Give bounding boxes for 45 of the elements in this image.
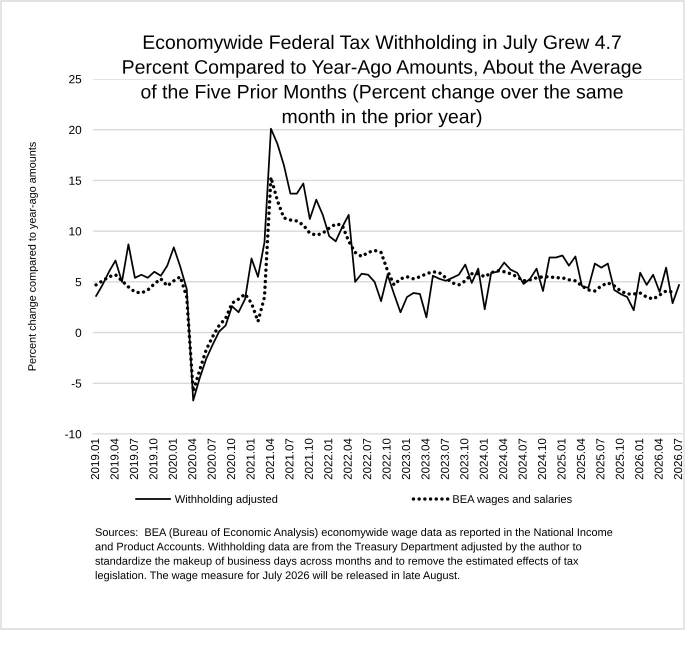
y-tick-label: 15 [69, 176, 82, 185]
x-tick-label: 2025.01 [557, 438, 566, 480]
y-tick-label: 5 [76, 278, 82, 286]
x-tick-label: 2024.07 [518, 438, 527, 480]
x-tick-label: 2021.04 [266, 438, 274, 480]
y-tick-label: -5 [72, 379, 82, 388]
chart-title: Economywide Federal Tax Withholding in July Grew 4.7 Percent Compared to Year-Ago Amounts, About the Average of the Five Prior Months (Percent change over the same month in the prior year) [123, 34, 642, 128]
x-tick-label: 2021.01 [246, 438, 255, 480]
x-tick-label: 2021.07 [285, 438, 294, 480]
legend-label: Withholding adjusted [174, 494, 278, 506]
x-tick-label: 2025.10 [616, 438, 624, 480]
x-tick-label: 2023.10 [460, 438, 468, 480]
x-tick-label: 2025.04 [576, 438, 585, 480]
x-tick-label: 2023.07 [440, 438, 449, 480]
y-tick-label: 10 [69, 227, 82, 236]
line-series [95, 128, 680, 402]
x-tick-label: 2026.07 [674, 438, 682, 480]
x-tick-label: 2019.07 [130, 438, 138, 480]
x-tick-label: 2024.04 [499, 438, 508, 480]
x-tick-label: 2025.07 [596, 438, 604, 480]
x-tick-label: 2024.01 [480, 438, 488, 480]
y-tick-label: 25 [69, 75, 82, 84]
x-tick-label: 2019.10 [149, 438, 158, 480]
x-tick-label: 2023.01 [402, 438, 410, 480]
y-tick-label: -10 [65, 430, 82, 438]
y-tick-label: 0 [76, 328, 82, 337]
x-tick-label: 2019.04 [110, 438, 119, 480]
x-tick-label: 2020.10 [227, 438, 236, 480]
x-tick-label: 2020.04 [188, 438, 196, 480]
x-tick-label: 2019.01 [90, 438, 100, 480]
y-axis-title: Percent change compared to year-ago amounts [28, 142, 38, 370]
x-tick-label: 2022.10 [382, 438, 391, 480]
x-tick-label: 2020.07 [208, 438, 216, 480]
x-tick-label: 2024.10 [538, 438, 546, 480]
x-tick-label: 2022.04 [344, 438, 352, 480]
x-tick-label: 2026.01 [635, 438, 644, 480]
y-tick-label: 20 [69, 126, 82, 134]
x-tick-label: 2026.04 [654, 438, 663, 480]
source-note: Sources: BEA (Bureau of Economic Analysis) economywide wage data as reported in the National Income and Product Accounts. Withholding data are from the Treasury Department adjusted by the author to standardize the makeup of business days across months and to remove the estimated effects of tax legislation. The wage measure for July 2026 will be released in late August. [95, 528, 612, 582]
x-tick-label: 2022.07 [363, 438, 372, 480]
x-tick-label: 2020.01 [168, 438, 177, 480]
x-tick-label: 2021.10 [304, 438, 313, 480]
x-tick-label: 2022.01 [324, 438, 332, 480]
x-tick-label: 2023.04 [421, 438, 430, 480]
legend-label: BEA wages and salaries [453, 494, 572, 506]
